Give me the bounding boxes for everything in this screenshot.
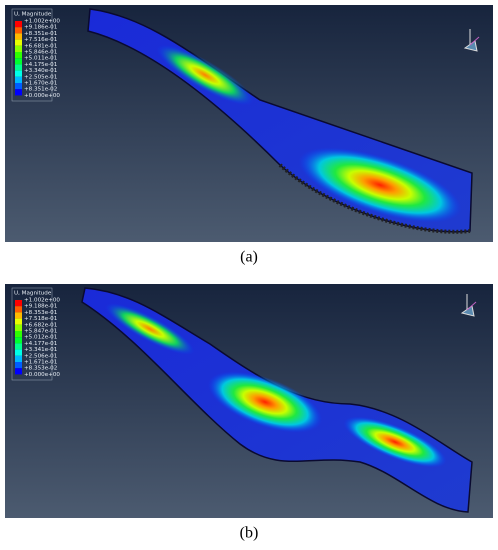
caption: (b): [240, 525, 259, 542]
legend-label: +4.175e-01: [24, 62, 58, 68]
legend-label: +4.177e-01: [24, 341, 58, 347]
legend-label: +9.188e-01: [24, 304, 58, 310]
legend-swatch: [15, 362, 22, 369]
contour: [105, 303, 195, 355]
legend-label: +8.351e-02: [24, 87, 57, 93]
mesh-edge: [278, 163, 471, 234]
axis-triad: [463, 29, 480, 52]
legend-label: +0.000e+00: [24, 93, 60, 99]
legend-swatch: [15, 33, 22, 40]
legend-label: +8.351e-01: [24, 31, 58, 37]
legend-label: +7.516e-01: [24, 37, 58, 43]
legend-swatch: [15, 52, 22, 59]
legend-swatch: [15, 343, 22, 350]
legend-label: +5.847e-01: [24, 329, 58, 335]
legend-swatch: [15, 349, 22, 356]
legend-label: +1.670e-01: [24, 81, 58, 87]
legend-frame: [11, 8, 53, 102]
legend-swatch: [15, 368, 22, 375]
panel-a: [5, 5, 493, 242]
legend-title: U, Magnitude: [14, 12, 52, 18]
legend-label: +8.353e-02: [24, 366, 57, 372]
contour: [343, 416, 447, 468]
legend-swatch: [15, 45, 22, 52]
legend-swatch: [15, 21, 22, 28]
legend-swatch: [15, 337, 22, 344]
legend-swatch: [15, 318, 22, 325]
axis-triad: [460, 294, 477, 317]
legend-frame: [11, 287, 53, 381]
caption: (a): [240, 249, 258, 266]
legend-label: +0.000e+00: [24, 372, 60, 378]
legend-swatch: [15, 331, 22, 338]
legend-label: +6.682e-01: [24, 322, 58, 328]
legend-swatch: [15, 89, 22, 96]
legend-label: +5.846e-01: [24, 50, 58, 56]
legend-swatch: [15, 306, 22, 313]
legend-swatch: [15, 355, 22, 362]
legend-label: +7.518e-01: [24, 316, 58, 322]
legend-swatch: [15, 58, 22, 65]
legend-swatch: [15, 64, 22, 71]
legend-label: +6.681e-01: [24, 43, 58, 49]
contour: [156, 44, 254, 106]
legend-swatch: [15, 27, 22, 34]
legend: U, Magnitude+1.002e+00+9.186e-01+8.351e-…: [11, 8, 60, 102]
contour: [298, 147, 462, 223]
legend-label: +9.186e-01: [24, 25, 58, 31]
legend-swatch: [15, 76, 22, 83]
legend: U, Magnitude+1.002e+00+9.188e-01+8.353e-…: [11, 287, 60, 381]
legend-label: +3.341e-01: [24, 347, 58, 353]
legend-label: +1.002e+00: [24, 19, 60, 25]
legend-swatch: [15, 39, 22, 46]
legend-swatch: [15, 324, 22, 331]
contour: [208, 371, 322, 433]
legend-swatch: [15, 312, 22, 319]
legend-label: +1.671e-01: [24, 360, 58, 366]
legend-label: +5.012e-01: [24, 335, 58, 341]
legend-label: +8.353e-01: [24, 310, 58, 316]
legend-label: +2.506e-01: [24, 353, 58, 359]
panel-b: [5, 284, 493, 518]
legend-swatch: [15, 70, 22, 77]
legend-label: +5.011e-01: [24, 56, 58, 62]
legend-label: +2.505e-01: [24, 74, 58, 80]
legend-title: U, Magnitude: [14, 291, 52, 297]
legend-swatch: [15, 83, 22, 90]
legend-label: +3.340e-01: [24, 68, 58, 74]
legend-label: +1.002e+00: [24, 298, 60, 304]
legend-swatch: [15, 300, 22, 307]
